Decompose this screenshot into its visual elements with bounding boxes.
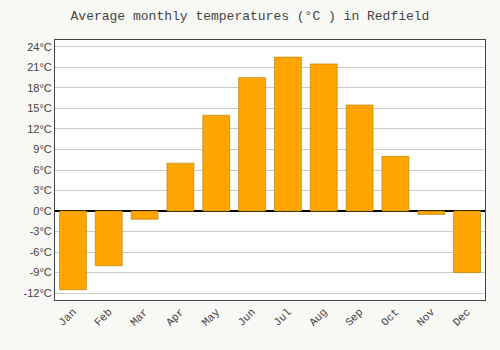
svg-text:6°C: 6°C	[33, 164, 52, 176]
svg-text:-3°C: -3°C	[30, 225, 52, 237]
svg-text:Apr: Apr	[164, 306, 186, 328]
svg-text:Aug: Aug	[307, 306, 329, 328]
svg-text:Average monthly temperatures (: Average monthly temperatures (°C ) in Re…	[71, 9, 430, 24]
svg-text:3°C: 3°C	[33, 184, 52, 196]
svg-text:12°C: 12°C	[27, 123, 52, 135]
svg-text:-12°C: -12°C	[24, 287, 52, 299]
svg-text:Oct: Oct	[379, 306, 401, 328]
svg-text:Jan: Jan	[56, 306, 78, 328]
svg-text:18°C: 18°C	[27, 82, 52, 94]
svg-text:Jul: Jul	[271, 306, 293, 328]
svg-text:-6°C: -6°C	[30, 246, 52, 258]
svg-text:24°C: 24°C	[27, 41, 52, 53]
svg-text:9°C: 9°C	[33, 143, 52, 155]
svg-text:15°C: 15°C	[27, 102, 52, 114]
svg-text:Jun: Jun	[236, 306, 258, 328]
svg-text:Nov: Nov	[415, 306, 438, 329]
svg-text:Sep: Sep	[343, 306, 365, 328]
svg-text:0°C: 0°C	[33, 205, 52, 217]
svg-text:Mar: Mar	[128, 306, 150, 328]
svg-text:May: May	[200, 306, 223, 329]
svg-text:Feb: Feb	[92, 306, 114, 328]
svg-text:21°C: 21°C	[27, 61, 52, 73]
svg-text:Dec: Dec	[451, 306, 473, 328]
svg-text:-9°C: -9°C	[30, 266, 52, 278]
